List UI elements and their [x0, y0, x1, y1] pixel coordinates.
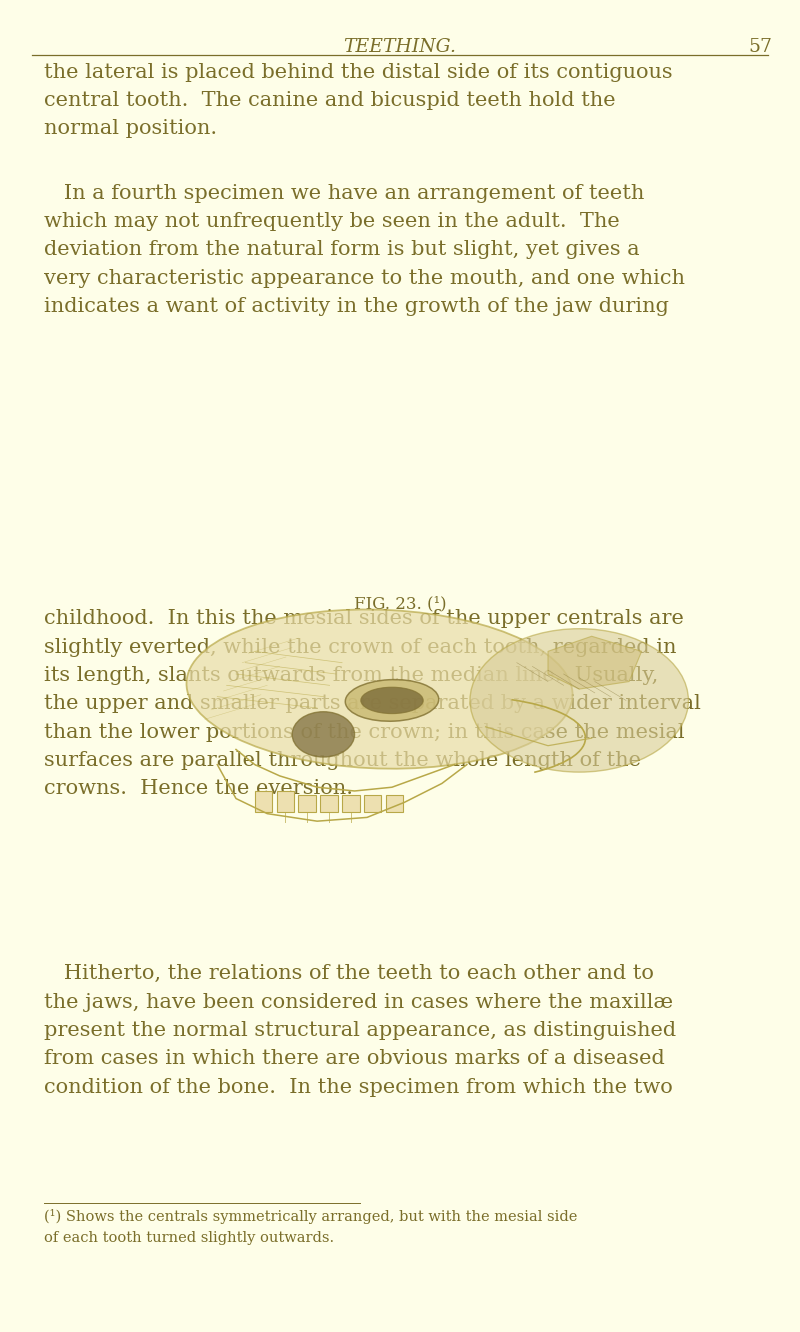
Text: In a fourth specimen we have an arrangement of teeth
which may not unfrequently : In a fourth specimen we have an arrangem…	[44, 184, 685, 316]
Bar	[298, 795, 316, 811]
Ellipse shape	[361, 687, 423, 714]
Ellipse shape	[186, 610, 573, 769]
Polygon shape	[548, 637, 642, 689]
Bar	[386, 795, 403, 811]
Text: TEETHING.: TEETHING.	[343, 37, 457, 56]
Bar	[364, 795, 382, 811]
Ellipse shape	[470, 629, 689, 773]
Text: of each tooth turned slightly outwards.: of each tooth turned slightly outwards.	[44, 1231, 334, 1245]
Ellipse shape	[292, 711, 354, 757]
Text: (¹) Shows the centrals symmetrically arranged, but with the mesial side: (¹) Shows the centrals symmetrically arr…	[44, 1209, 578, 1224]
Text: Hitherto, the relations of the teeth to each other and to
the jaws, have been co: Hitherto, the relations of the teeth to …	[44, 964, 676, 1096]
Ellipse shape	[346, 679, 438, 721]
Bar	[320, 795, 338, 811]
Text: the lateral is placed behind the distal side of its contiguous
central tooth.  T: the lateral is placed behind the distal …	[44, 63, 673, 139]
Bar	[254, 791, 272, 811]
Text: childhood.  In this the mesial sides of the upper centrals are
slightly everted,: childhood. In this the mesial sides of t…	[44, 610, 701, 798]
Text: 57: 57	[748, 37, 772, 56]
Bar	[342, 795, 359, 811]
Bar	[277, 791, 294, 811]
Text: FIG. 23. (¹): FIG. 23. (¹)	[354, 595, 446, 613]
